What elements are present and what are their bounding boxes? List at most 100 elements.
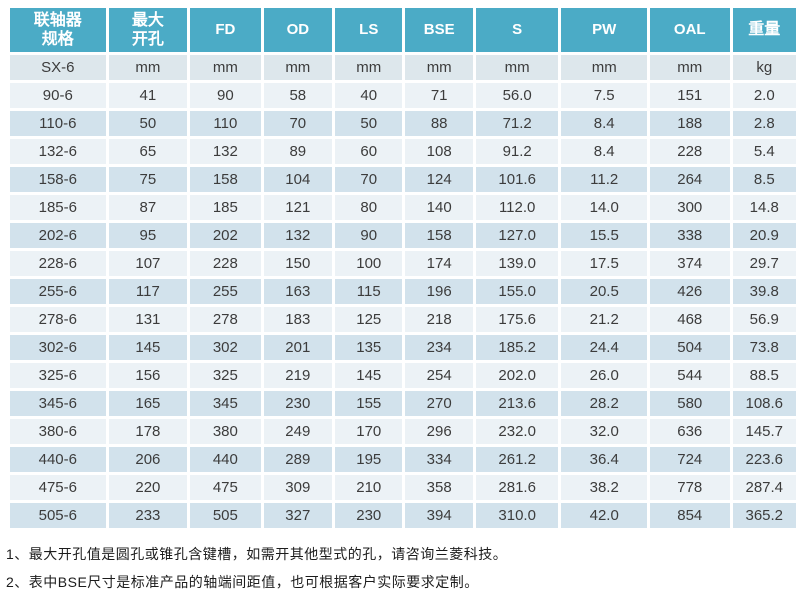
- cell-max-bore: 178: [108, 419, 188, 444]
- cell-max-bore: 87: [108, 195, 188, 220]
- cell-ls: 70: [335, 167, 403, 192]
- cell-od: 230: [263, 391, 333, 416]
- cell-s: 91.2: [475, 139, 559, 164]
- cell-od: 89: [263, 139, 333, 164]
- cell-oal: 580: [650, 391, 730, 416]
- cell-bse: 218: [405, 307, 473, 332]
- cell-od: 104: [263, 167, 333, 192]
- table-row-90-6: 90-6 41 90 58 40 71 56.0 7.5 151 2.0: [10, 83, 796, 108]
- cell-ls: 195: [335, 447, 403, 472]
- cell-ls: 155: [335, 391, 403, 416]
- cell-pw: mm: [561, 55, 647, 80]
- cell-od: 309: [263, 475, 333, 500]
- table-row-202-6: 202-6 95 202 132 90 158 127.0 15.5 338 20.9: [10, 223, 796, 248]
- cell-weight: 5.4: [732, 139, 796, 164]
- cell-spec: 505-6: [10, 503, 106, 528]
- table-row-228-6: 228-6 107 228 150 100 174 139.0 17.5 374 29.7: [10, 251, 796, 276]
- cell-bse: 270: [405, 391, 473, 416]
- cell-oal: 468: [650, 307, 730, 332]
- cell-ls: 125: [335, 307, 403, 332]
- cell-max-bore: 41: [108, 83, 188, 108]
- cell-spec: 475-6: [10, 475, 106, 500]
- cell-pw: 8.4: [561, 139, 647, 164]
- cell-s: 101.6: [475, 167, 559, 192]
- cell-pw: 8.4: [561, 111, 647, 136]
- cell-bse: 394: [405, 503, 473, 528]
- units-row: SX-6 mm mm mm mm mm mm mm mm kg: [10, 55, 796, 80]
- cell-ls: 145: [335, 363, 403, 388]
- table-row-158-6: 158-6 75 158 104 70 124 101.6 11.2 264 8.5: [10, 167, 796, 192]
- column-header-s: S: [475, 8, 559, 52]
- cell-weight: kg: [732, 55, 796, 80]
- cell-weight: 14.8: [732, 195, 796, 220]
- cell-spec: 132-6: [10, 139, 106, 164]
- cell-od: 163: [263, 279, 333, 304]
- cell-od: mm: [263, 55, 333, 80]
- cell-fd: 325: [190, 363, 261, 388]
- table-row-440-6: 440-6 206 440 289 195 334 261.2 36.4 724 223.6: [10, 447, 796, 472]
- column-header-pw: PW: [561, 8, 647, 52]
- column-header-fd: FD: [190, 8, 261, 52]
- cell-oal: 300: [650, 195, 730, 220]
- cell-oal: 426: [650, 279, 730, 304]
- cell-bse: 158: [405, 223, 473, 248]
- column-header-ls: LS: [335, 8, 403, 52]
- cell-ls: 210: [335, 475, 403, 500]
- cell-pw: 21.2: [561, 307, 647, 332]
- cell-ls: 90: [335, 223, 403, 248]
- cell-oal: 338: [650, 223, 730, 248]
- cell-bse: 174: [405, 251, 473, 276]
- cell-ls: 60: [335, 139, 403, 164]
- cell-fd: 132: [190, 139, 261, 164]
- cell-spec: 345-6: [10, 391, 106, 416]
- cell-max-bore: 65: [108, 139, 188, 164]
- cell-max-bore: 156: [108, 363, 188, 388]
- cell-oal: 264: [650, 167, 730, 192]
- cell-pw: 32.0: [561, 419, 647, 444]
- column-header-weight: 重量: [732, 8, 796, 52]
- cell-oal: 724: [650, 447, 730, 472]
- cell-s: mm: [475, 55, 559, 80]
- cell-max-bore: 75: [108, 167, 188, 192]
- cell-s: 281.6: [475, 475, 559, 500]
- table-row-380-6: 380-6 178 380 249 170 296 232.0 32.0 636 145.7: [10, 419, 796, 444]
- cell-max-bore: 107: [108, 251, 188, 276]
- cell-spec: 158-6: [10, 167, 106, 192]
- cell-pw: 24.4: [561, 335, 647, 360]
- cell-s: 139.0: [475, 251, 559, 276]
- cell-weight: 2.8: [732, 111, 796, 136]
- cell-fd: 255: [190, 279, 261, 304]
- cell-pw: 42.0: [561, 503, 647, 528]
- table-row-132-6: 132-6 65 132 89 60 108 91.2 8.4 228 5.4: [10, 139, 796, 164]
- cell-spec: 90-6: [10, 83, 106, 108]
- cell-fd: 202: [190, 223, 261, 248]
- cell-s: 213.6: [475, 391, 559, 416]
- cell-oal: 188: [650, 111, 730, 136]
- cell-fd: 302: [190, 335, 261, 360]
- cell-bse: 334: [405, 447, 473, 472]
- cell-fd: mm: [190, 55, 261, 80]
- coupling-spec-table: 联轴器 规格 最大 开孔 FD OD LS BSE S PW OAL 重量 SX-6 mm mm mm m…: [7, 5, 799, 531]
- cell-bse: 254: [405, 363, 473, 388]
- table-row-325-6: 325-6 156 325 219 145 254 202.0 26.0 544 88.5: [10, 363, 796, 388]
- table-row-475-6: 475-6 220 475 309 210 358 281.6 38.2 778 287.4: [10, 475, 796, 500]
- cell-max-bore: 117: [108, 279, 188, 304]
- cell-weight: 29.7: [732, 251, 796, 276]
- cell-oal: 854: [650, 503, 730, 528]
- cell-pw: 38.2: [561, 475, 647, 500]
- cell-fd: 158: [190, 167, 261, 192]
- column-header-oal: OAL: [650, 8, 730, 52]
- cell-weight: 2.0: [732, 83, 796, 108]
- cell-od: 70: [263, 111, 333, 136]
- table-row-302-6: 302-6 145 302 201 135 234 185.2 24.4 504 73.8: [10, 335, 796, 360]
- cell-spec: SX-6: [10, 55, 106, 80]
- cell-ls: 230: [335, 503, 403, 528]
- cell-pw: 11.2: [561, 167, 647, 192]
- cell-bse: mm: [405, 55, 473, 80]
- cell-max-bore: 131: [108, 307, 188, 332]
- cell-od: 327: [263, 503, 333, 528]
- cell-bse: 140: [405, 195, 473, 220]
- cell-fd: 278: [190, 307, 261, 332]
- table-row-185-6: 185-6 87 185 121 80 140 112.0 14.0 300 14.8: [10, 195, 796, 220]
- cell-od: 289: [263, 447, 333, 472]
